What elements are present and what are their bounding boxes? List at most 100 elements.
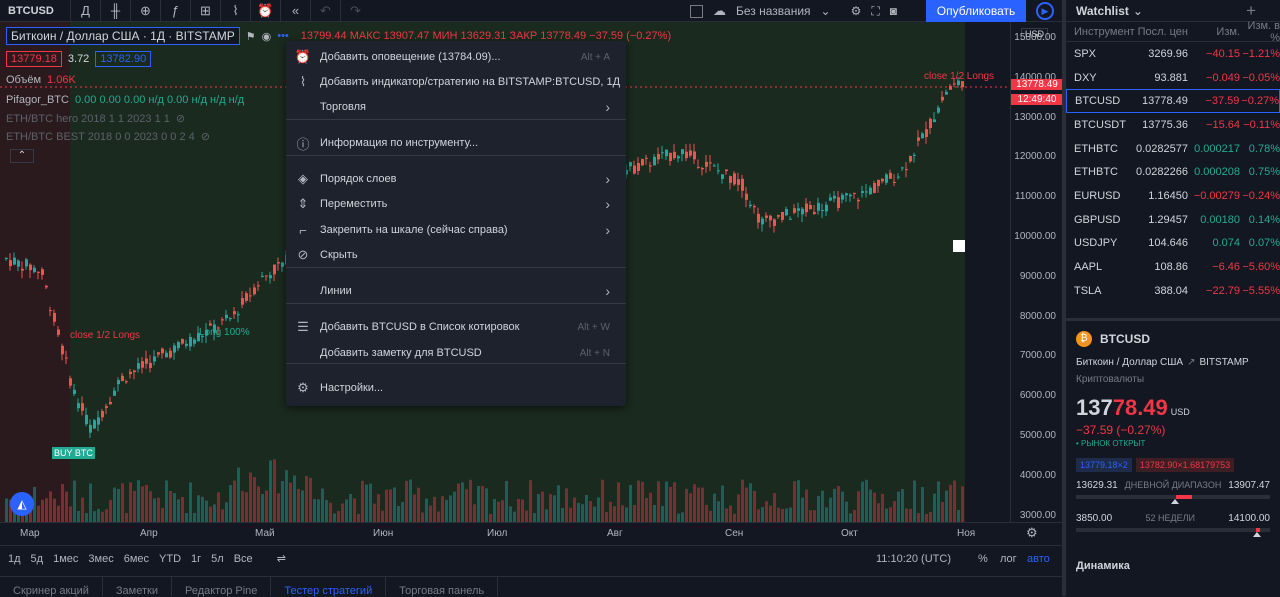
range-5d[interactable]: 5д	[30, 552, 44, 565]
legend-indicator-best[interactable]: ETH/BTC BEST 2018 0 0 2023 0 0 2 4 ⊘	[6, 130, 210, 144]
chevron-down-icon[interactable]: ⌄	[820, 4, 831, 18]
menu-item[interactable]: ⌐ Закрепить на шкале (сейчас справа) ›	[286, 218, 626, 242]
legend-indicator-hero[interactable]: ETH/BTC hero 2018 1 1 2023 1 1 ⊘	[6, 112, 186, 126]
candles-icon[interactable]: ╫	[100, 0, 130, 22]
date-range-icon[interactable]: ⇌	[276, 553, 286, 565]
tab-stock-screener[interactable]: Скринер акций	[0, 577, 103, 597]
settings-gear-icon[interactable]: ⚙	[850, 4, 862, 18]
legend-more-icon[interactable]: •••	[277, 30, 289, 42]
tab-strategy-tester[interactable]: Тестер стратегий	[271, 577, 387, 597]
legend-flag-icon[interactable]: ⚑	[245, 30, 256, 43]
collapse-legend-button[interactable]: ⌃	[10, 149, 34, 163]
menu-item[interactable]: Линии ›	[286, 279, 626, 303]
range-1y[interactable]: 1г	[191, 552, 202, 565]
watchlist-title[interactable]: Watchlist	[1076, 3, 1129, 18]
external-link-icon[interactable]: ↗	[1187, 357, 1196, 368]
watchlist-row[interactable]: SPX 3269.96 −40.15 −1.21%	[1066, 42, 1280, 66]
auto-toggle[interactable]: авто	[1027, 553, 1050, 565]
range-all[interactable]: Все	[233, 552, 253, 565]
col-symbol[interactable]: Инструмент	[1074, 25, 1135, 38]
volume-bar	[721, 485, 724, 522]
undo-icon[interactable]: ↶	[310, 0, 340, 22]
tab-trading-panel[interactable]: Торговая панель	[386, 577, 499, 597]
candle-body	[165, 352, 168, 358]
symbol-search-button[interactable]: BTCUSD	[8, 4, 54, 17]
legend-indicator-pifagor[interactable]: Pifagor_BTC 0.00 0.00 0.00 н/д 0.00 н/д …	[6, 94, 244, 106]
layout-name[interactable]: Без названия	[736, 4, 811, 18]
details-symbol[interactable]: BTCUSD	[1100, 332, 1150, 346]
tab-notes[interactable]: Заметки	[103, 577, 172, 597]
watchlist-row[interactable]: ETHBTC 0.0282266 0.000208 0.75%	[1066, 160, 1280, 184]
details-bid[interactable]: 13779.18×2	[1076, 458, 1132, 472]
bar-countdown: 12:49:40	[1011, 94, 1063, 105]
percent-toggle[interactable]: %	[978, 553, 988, 565]
watchlist-row[interactable]: ETHBTC 0.0282577 0.000217 0.78%	[1066, 137, 1280, 161]
legend-eye-icon[interactable]: ◉	[261, 30, 272, 43]
range-6m[interactable]: 6мес	[123, 552, 150, 565]
details-ask[interactable]: 13782.90×1.68179753	[1135, 458, 1235, 472]
legend-title[interactable]: Биткоин / Доллар США · 1Д · BITSTAMP	[6, 27, 240, 45]
menu-item[interactable]: ⚙ Настройки...	[286, 376, 626, 400]
log-toggle[interactable]: лог	[1000, 553, 1017, 565]
compare-icon[interactable]: ⊕	[130, 0, 160, 22]
range-1d[interactable]: 1д	[8, 552, 21, 565]
interval-button[interactable]: Д	[70, 0, 100, 22]
currency-label[interactable]: USD	[1021, 28, 1049, 40]
menu-item[interactable]: ☰ Добавить BTCUSD в Список котировок Alt +…	[286, 315, 626, 339]
watchlist-row[interactable]: USDJPY 104.646 0.074 0.07%	[1066, 232, 1280, 256]
chart-canvas[interactable]	[0, 22, 1010, 522]
wl-chg-pct: −5.60%	[1242, 261, 1280, 274]
watchlist-row[interactable]: BTCUSD 13778.49 −37.59 −0.27%	[1066, 89, 1280, 114]
ask-price[interactable]: 13782.90	[95, 51, 152, 67]
col-chg[interactable]: Изм.	[1216, 25, 1240, 38]
camera-icon[interactable]: ◙	[889, 4, 898, 18]
templates-icon[interactable]: ⊞	[190, 0, 220, 22]
candle-body	[173, 345, 176, 353]
add-symbol-icon[interactable]: +	[1246, 0, 1256, 20]
time-axis[interactable]: Мар Апр Май Июн Июл Авг Сен Окт Ноя ⚙	[0, 522, 1062, 544]
play-icon: ▶	[1036, 2, 1054, 20]
watchlist-row[interactable]: TSLA 388.04 −22.79 −5.55%	[1066, 279, 1280, 303]
range-3m[interactable]: 3мес	[88, 552, 114, 565]
chevron-down-icon[interactable]: ⌄	[1132, 3, 1143, 18]
menu-item[interactable]: ◈ Порядок слоев ›	[286, 167, 626, 191]
range-1m[interactable]: 1мес	[53, 552, 79, 565]
legend-volume[interactable]: Объём 1.06K	[6, 74, 76, 86]
menu-item[interactable]: ⓘ Информация по инструменту...	[286, 131, 626, 155]
play-button[interactable]: ▶	[1030, 0, 1060, 22]
hidden-eye-icon[interactable]: ⊘	[175, 113, 186, 125]
alert-icon[interactable]: ⏰	[250, 0, 280, 22]
range-ytd[interactable]: YTD	[159, 552, 182, 565]
details-currency: USD	[1170, 407, 1190, 417]
fullscreen-icon[interactable]: ⛶	[871, 3, 880, 18]
replay-icon[interactable]: «	[280, 0, 310, 22]
volume-bar	[69, 506, 72, 522]
redo-icon[interactable]: ↷	[340, 0, 370, 22]
publish-button[interactable]: Опубликовать	[926, 0, 1026, 22]
indicators-icon[interactable]: ƒ	[160, 0, 190, 22]
menu-item[interactable]: ⊘ Скрыть	[286, 243, 626, 267]
watchlist-row[interactable]: DXY 93.881 −0.049 −0.05%	[1066, 66, 1280, 90]
watchlist-row[interactable]: BTCUSDT 13775.36 −15.64 −0.11%	[1066, 113, 1280, 137]
col-chg-pct[interactable]: Изм. в %	[1247, 19, 1280, 44]
tab-pine-editor[interactable]: Редактор Pine	[172, 577, 272, 597]
watchlist-row[interactable]: EURUSD 1.16450 −0.00279 −0.24%	[1066, 184, 1280, 208]
axis-settings-gear-icon[interactable]: ⚙	[1026, 525, 1038, 540]
range-5y[interactable]: 5л	[211, 552, 224, 565]
bid-price[interactable]: 13779.18	[6, 51, 62, 67]
menu-item[interactable]: ⇕ Переместить ›	[286, 192, 626, 216]
watchlist-row[interactable]: AAPL 108.86 −6.46 −5.60%	[1066, 255, 1280, 279]
hidden-eye-icon[interactable]: ⊘	[200, 131, 210, 143]
price-tick: 8000.00	[1019, 310, 1056, 322]
chart-type-icon[interactable]: ⌇	[220, 0, 250, 22]
menu-item[interactable]: Торговля ›	[286, 95, 626, 119]
tradingview-logo-icon[interactable]: ◭	[10, 492, 34, 516]
watchlist-row[interactable]: GBPUSD 1.29457 0.00180 0.14%	[1066, 208, 1280, 232]
menu-item[interactable]: ⏰ Добавить оповещение (13784.09)... Alt + …	[286, 45, 626, 69]
menu-item[interactable]: Добавить заметку для BTCUSD Alt + N	[286, 341, 626, 365]
utc-time[interactable]: 11:10:20 (UTC)	[876, 553, 951, 565]
col-last[interactable]: Посл. цен	[1137, 25, 1188, 38]
price-axis[interactable]: USD 15000.00 14000.00 13000.00 12000.00 1100…	[1010, 22, 1063, 522]
menu-item[interactable]: ⌇ Добавить индикатор/стратегию на BITSTAM…	[286, 70, 626, 94]
layout-select-checkbox[interactable]	[690, 4, 703, 18]
